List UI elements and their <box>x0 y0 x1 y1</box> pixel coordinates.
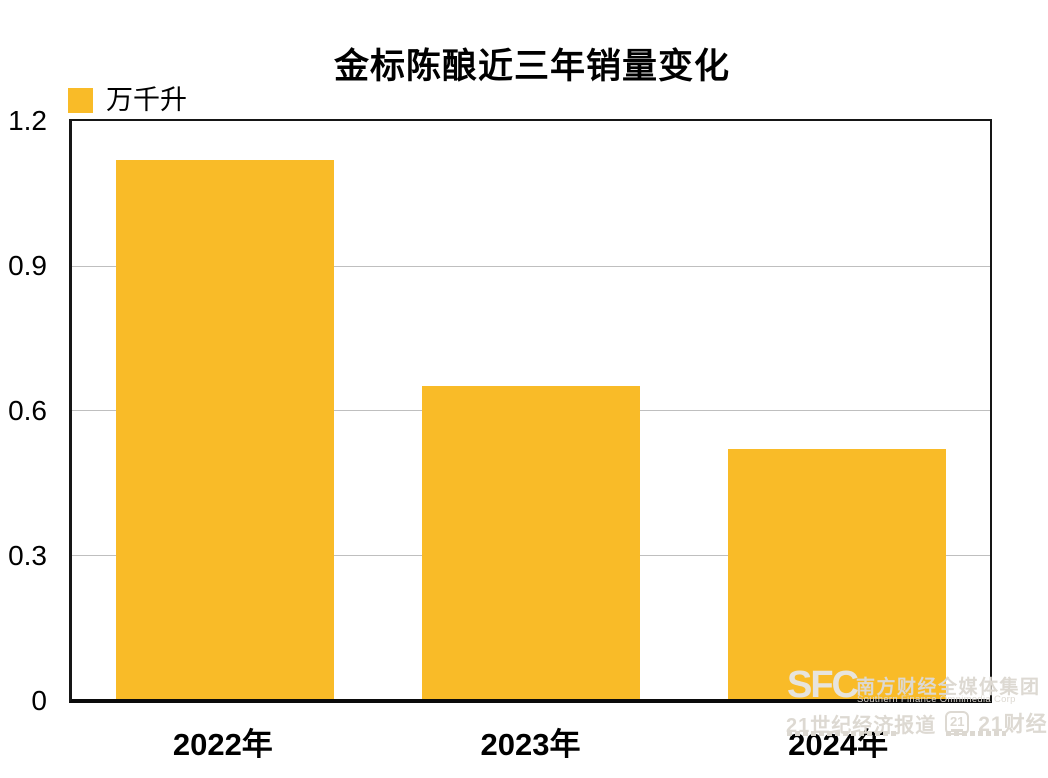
gridline <box>72 265 990 267</box>
legend-label: 万千升 <box>106 85 187 115</box>
y-tick-label: 0 <box>31 685 47 716</box>
x-axis-label: 2022年 <box>172 727 273 762</box>
x-axis-labels: 2022年 2023年 2024年 <box>69 719 992 763</box>
chart-title: 金标陈酿近三年销量变化 <box>333 47 730 86</box>
y-tick-label: 1.2 <box>8 105 47 136</box>
plot-area <box>69 119 992 703</box>
x-axis-label: 2023年 <box>480 727 581 762</box>
x-axis-label: 2024年 <box>788 727 889 762</box>
bar-2023年 <box>422 385 640 699</box>
bar-2024年 <box>728 448 946 699</box>
y-tick-label: 0.9 <box>8 250 47 281</box>
y-tick-label: 0.3 <box>8 540 47 571</box>
y-axis-labels: 0 0.3 0.6 0.9 1.2 <box>0 105 47 716</box>
legend: 万千升 <box>68 87 187 114</box>
bar-2022年 <box>116 159 334 699</box>
legend-swatch-icon <box>68 88 93 113</box>
y-tick-label: 0.6 <box>8 395 47 426</box>
